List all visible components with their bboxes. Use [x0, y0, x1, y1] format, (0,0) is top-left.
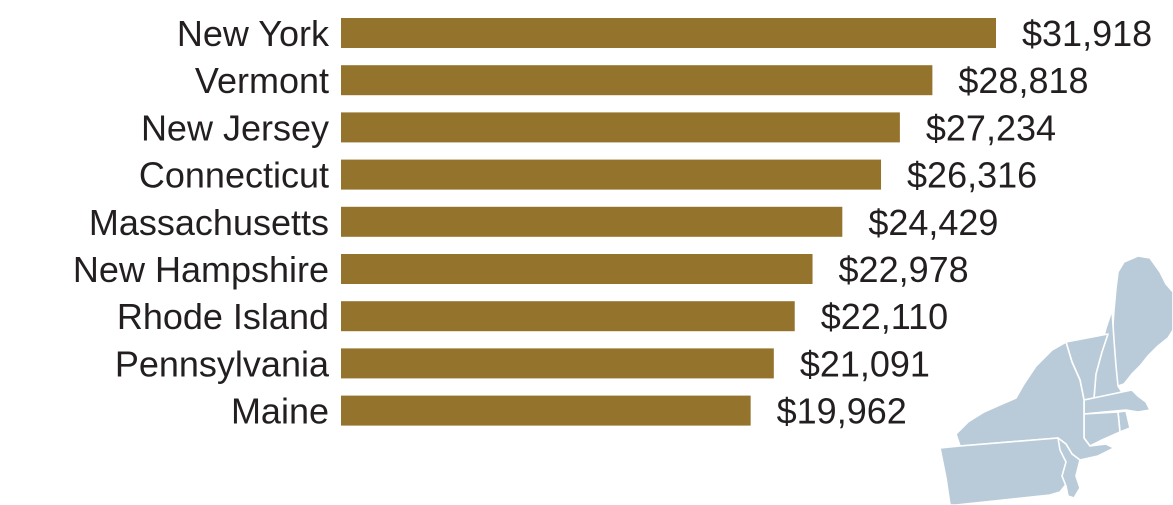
value-label: $21,091: [800, 343, 930, 384]
bar: [341, 395, 751, 426]
category-label: Pennsylvania: [115, 343, 330, 384]
bar: [341, 348, 774, 379]
map-state-new-jersey: [1057, 437, 1081, 499]
map-state-connecticut: [1083, 411, 1121, 447]
value-label: $19,962: [777, 391, 907, 432]
category-label: New Hampshire: [73, 249, 329, 290]
value-label: $22,110: [821, 296, 948, 337]
bar: [341, 254, 813, 284]
map-state-pennsylvania: [939, 437, 1069, 505]
category-label: Vermont: [195, 60, 329, 101]
bar: [341, 159, 882, 190]
category-label: Massachusetts: [89, 202, 329, 243]
category-label: Rhode Island: [117, 296, 329, 337]
bar: [341, 301, 795, 332]
northeast-us-map-icon: [939, 255, 1173, 505]
category-label: New York: [177, 13, 330, 54]
bar: [341, 112, 900, 143]
bar: [341, 65, 933, 96]
bar: [341, 206, 843, 237]
value-label: $28,818: [958, 60, 1088, 101]
category-label: New Jersey: [141, 107, 329, 148]
map-state-maine: [1111, 255, 1173, 387]
category-label: Connecticut: [139, 155, 329, 196]
bar: [341, 18, 996, 48]
value-label: $26,316: [907, 155, 1037, 196]
value-label: $31,918: [1022, 13, 1152, 54]
category-label: Maine: [231, 391, 329, 432]
value-label: $22,978: [839, 249, 969, 290]
value-label: $27,234: [926, 107, 1056, 148]
value-label: $24,429: [868, 202, 998, 243]
